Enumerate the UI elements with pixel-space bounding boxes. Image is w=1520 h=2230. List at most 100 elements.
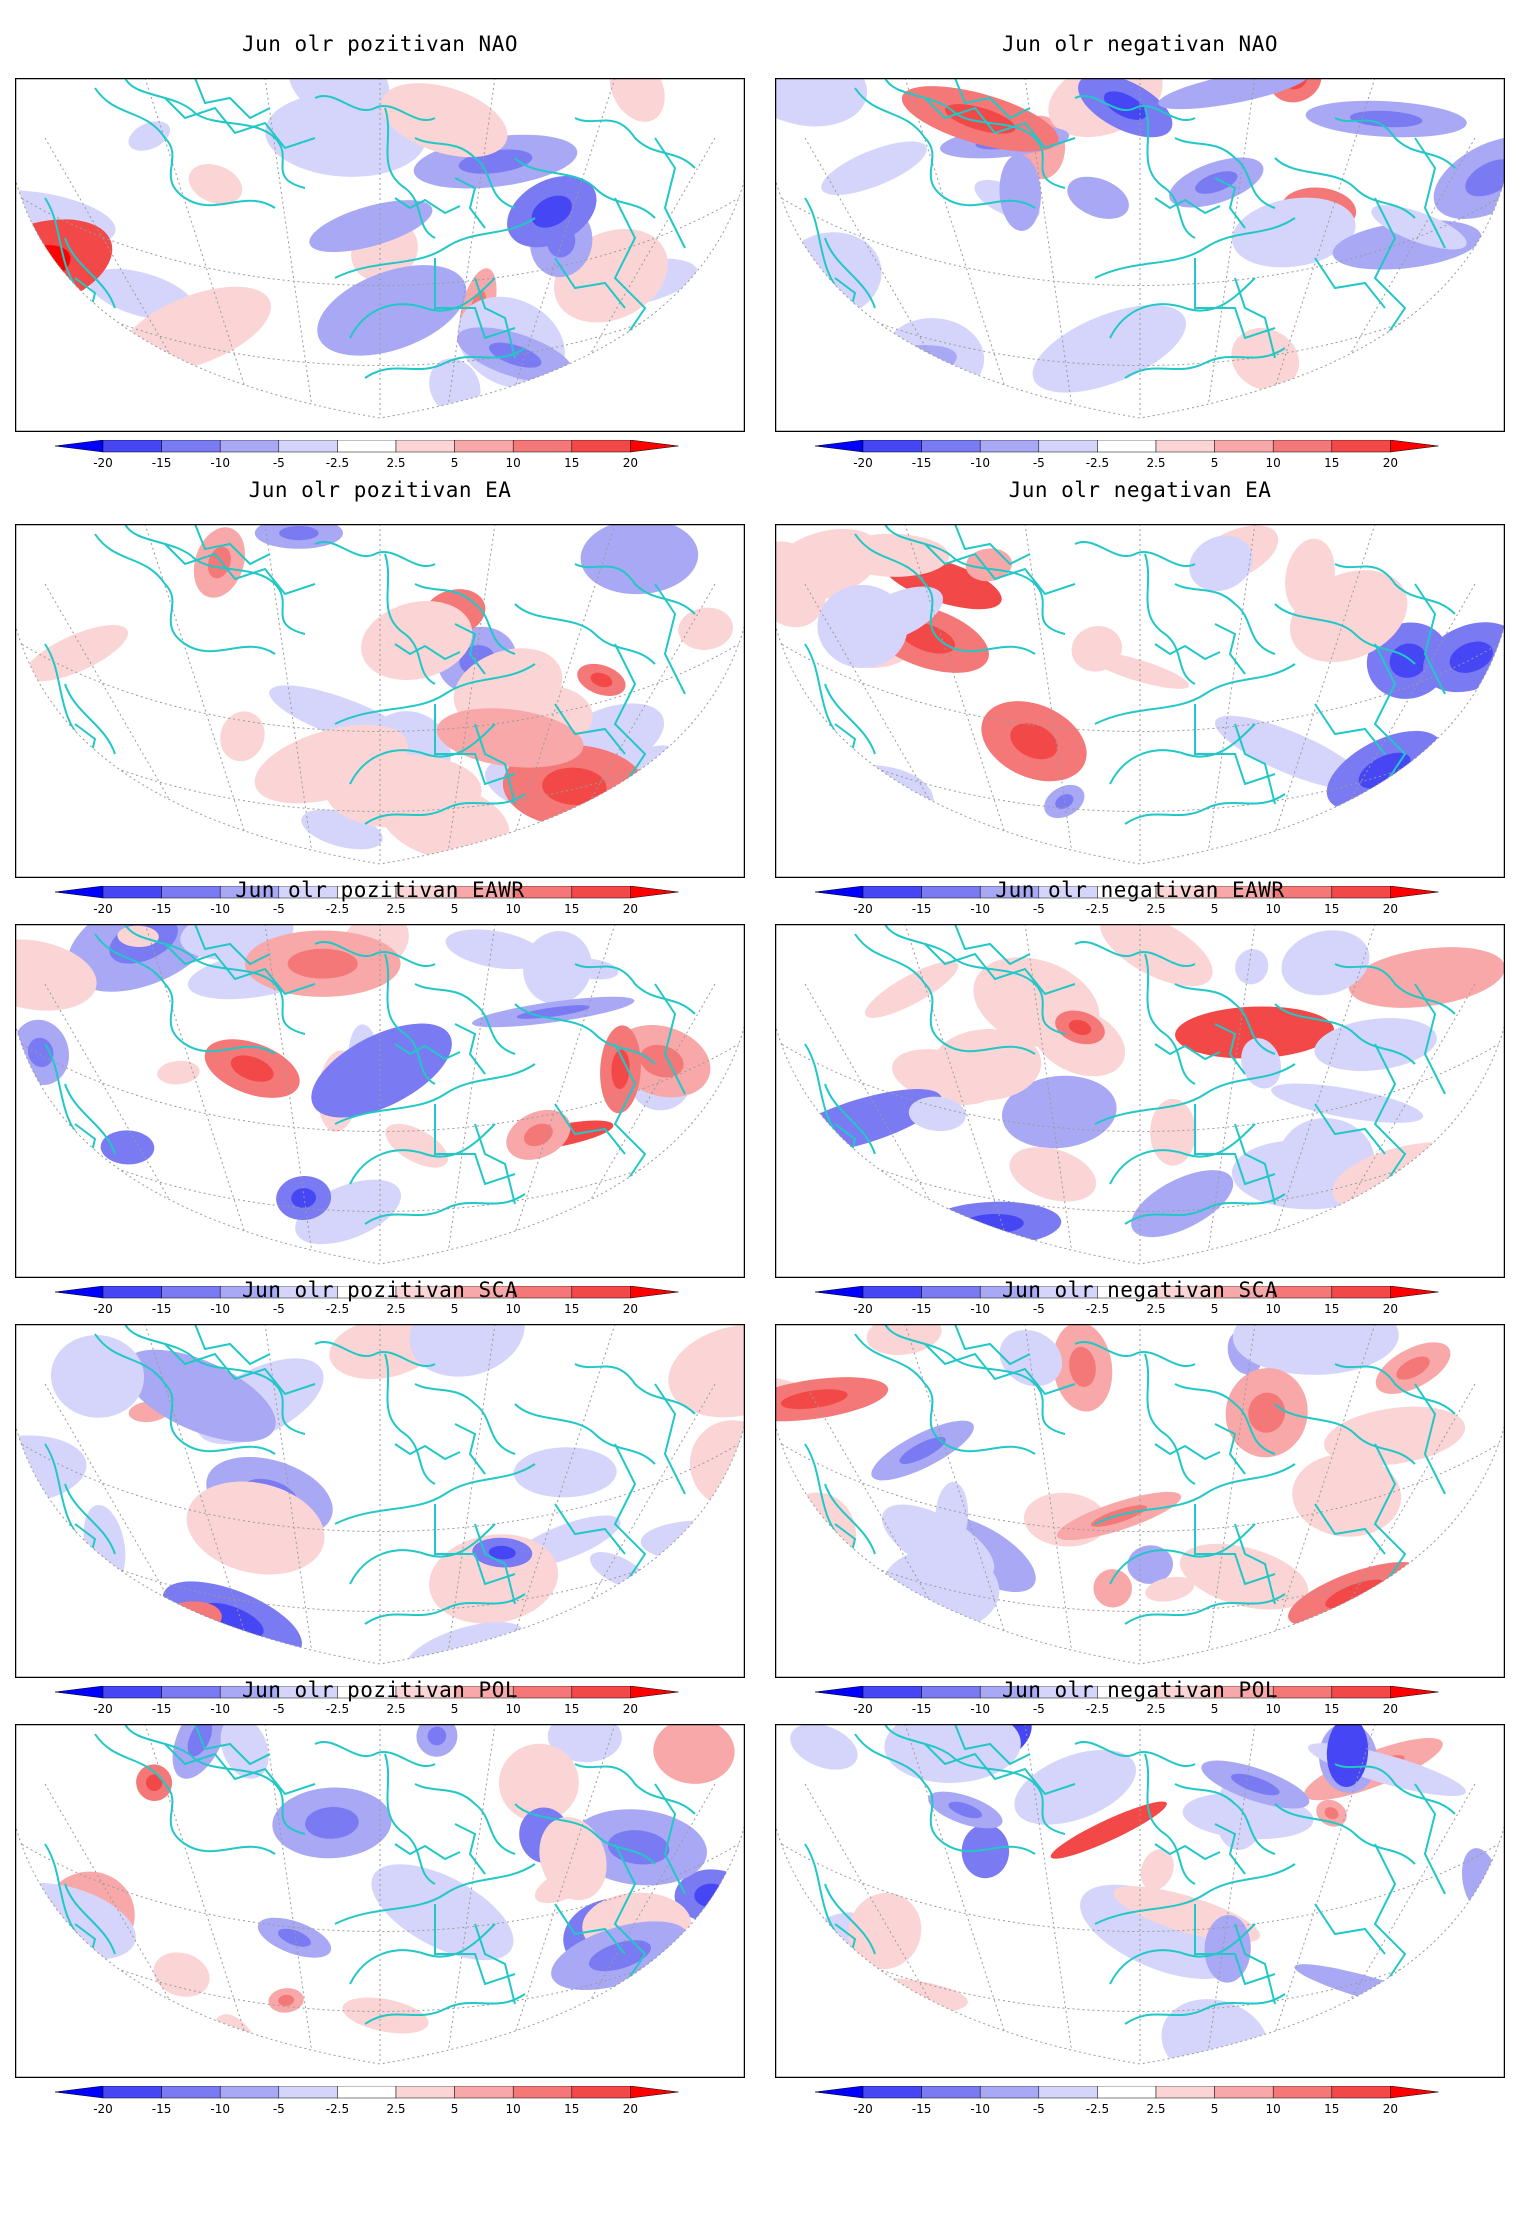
colorbar-tick-label: -5 (273, 1302, 285, 1316)
colorbar-tick-label: 20 (623, 456, 638, 470)
negative-anomaly-area (21, 269, 64, 296)
colorbar-tick-label: -5 (273, 456, 285, 470)
anomaly-field (15, 1324, 745, 1664)
map-frame (15, 1324, 745, 1678)
colorbar-tick-label: 15 (564, 1302, 579, 1316)
colorbar-tick-label: 20 (1383, 1302, 1398, 1316)
colorbar-tick-label: -10 (970, 1302, 990, 1316)
colorbar-tick-label: -10 (970, 902, 990, 916)
colorbar: -20 -15 -10 -5 -2.5 2.5 5 10 15 20 (55, 886, 679, 916)
positive-anomaly-core (1069, 1346, 1096, 1387)
map-plot (15, 524, 745, 878)
colorbar: -20 -15 -10 -5 -2.5 2.5 5 10 15 20 (55, 440, 679, 470)
negative-anomaly-core (305, 1806, 359, 1839)
positive-anomaly-area (1009, 1147, 1097, 1202)
map-frame (775, 78, 1505, 432)
colorbar-tick-label: -5 (273, 1702, 285, 1716)
positive-anomaly-area (329, 1324, 437, 1380)
negative-anomaly-core (1349, 110, 1423, 128)
map-panel-negativan-ea: Jun olr negativan EA -20 -15 -10 -5 -2.5 2.5 5 1… (760, 446, 1520, 916)
negative-anomaly-area (476, 1324, 519, 1354)
negative-anomaly-area (220, 1724, 269, 1779)
panel-title: Jun olr negativan SCA (1001, 1278, 1278, 1302)
negative-anomaly-area (883, 318, 985, 398)
colorbar: -20 -15 -10 -5 -2.5 2.5 5 10 15 20 (55, 1686, 679, 1716)
colorbar-tick-label: -10 (970, 1702, 990, 1716)
colorbar-high-arrow (1390, 1286, 1439, 1299)
map-plot (15, 1724, 745, 2078)
anomaly-field (775, 78, 1505, 418)
colorbar-high-arrow (1390, 440, 1439, 453)
colorbar-tick-label: -2.5 (1086, 1302, 1109, 1316)
colorbar-tick-label: 20 (623, 1702, 638, 1716)
positive-anomaly-area (15, 806, 73, 845)
colorbar-bin (862, 2086, 922, 2099)
colorbar-tick-label: 5 (1211, 456, 1219, 470)
positive-anomaly-area (1050, 1801, 1167, 1859)
positive-anomaly-core (1325, 1579, 1387, 1609)
anomaly-field (15, 524, 745, 864)
map-plot (775, 1724, 1505, 2078)
colorbar-tick-label: 2.5 (386, 1302, 405, 1316)
negative-anomaly-area (513, 1447, 617, 1498)
negative-anomaly-area (445, 929, 545, 970)
positive-anomaly-area (1179, 1543, 1309, 1610)
colorbar-tick-label: 15 (564, 2102, 579, 2116)
anomaly-field (15, 924, 745, 1264)
anomaly-field (15, 1724, 745, 2064)
positive-anomaly-area (15, 939, 97, 1011)
negative-anomaly-area (1214, 715, 1366, 790)
negative-anomaly-area (817, 584, 908, 669)
colorbar-bin (512, 2086, 573, 2099)
colorbar-tick-label: 15 (564, 1702, 579, 1716)
negative-anomaly-area (908, 1096, 966, 1132)
map-panel-negativan-sca: Jun olr negativan SCA -20 -15 -10 -5 -2.5 2.5 5… (760, 1246, 1520, 1716)
colorbar-tick-label: -10 (210, 1302, 230, 1316)
colorbar: -20 -15 -10 -5 -2.5 2.5 5 10 15 20 (815, 2086, 1439, 2116)
colorbar-tick-label: 10 (506, 1702, 521, 1716)
colorbar-tick-label: -15 (152, 902, 172, 916)
negative-anomaly-area (821, 141, 927, 195)
negative-anomaly-area (790, 764, 934, 842)
colorbar-tick-label: -15 (912, 456, 932, 470)
negative-anomaly-core (27, 1037, 54, 1068)
colorbar-tick-label: 15 (1324, 456, 1339, 470)
negative-anomaly-area (523, 931, 592, 1004)
colorbar-tick-label: 5 (451, 1302, 459, 1316)
negative-anomaly-core (899, 1437, 946, 1464)
positive-anomaly-area (1145, 1576, 1195, 1602)
negative-anomaly-core (1358, 752, 1411, 789)
negative-anomaly-area (309, 200, 433, 253)
positive-anomaly-area (1292, 1454, 1402, 1537)
negative-anomaly-area (961, 1824, 1010, 1879)
map-plot (775, 78, 1505, 432)
negative-anomaly-area (935, 1481, 969, 1550)
colorbar-tick-label: 5 (451, 902, 459, 916)
colorbar-tick-label: -5 (1033, 1702, 1045, 1716)
colorbar-tick-label: 20 (1383, 456, 1398, 470)
colorbar-tick-label: 5 (451, 2102, 459, 2116)
colorbar-tick-label: -15 (152, 2102, 172, 2116)
colorbar-tick-label: 20 (1383, 2102, 1398, 2116)
positive-anomaly-area (653, 1724, 735, 1784)
colorbar-bin (1038, 2086, 1098, 2099)
positive-anomaly-core (780, 1389, 848, 1410)
positive-anomaly-area (1231, 328, 1300, 391)
panel-title: Jun olr pozitivan NAO (241, 32, 518, 56)
colorbar-tick-label: -2.5 (1086, 902, 1109, 916)
colorbar-tick-label: 15 (1324, 1702, 1339, 1716)
colorbar-tick-label: 2.5 (1146, 456, 1165, 470)
colorbar-tick-label: -20 (853, 1302, 873, 1316)
panel-title: Jun olr pozitivan EA (248, 478, 512, 502)
negative-anomaly-area (100, 1130, 155, 1165)
colorbar-tick-label: -2.5 (1086, 1702, 1109, 1716)
colorbar-tick-label: -20 (93, 1302, 113, 1316)
colorbar: -20 -15 -10 -5 -2.5 2.5 5 10 15 20 (815, 1686, 1439, 1716)
negative-anomaly-area (1232, 197, 1356, 268)
negative-anomaly-area (565, 958, 619, 980)
colorbar: -20 -15 -10 -5 -2.5 2.5 5 10 15 20 (815, 440, 1439, 470)
colorbar-tick-label: 20 (623, 2102, 638, 2116)
anomaly-field (775, 1324, 1505, 1664)
positive-anomaly-area (188, 164, 243, 205)
positive-anomaly-area (864, 961, 959, 1018)
